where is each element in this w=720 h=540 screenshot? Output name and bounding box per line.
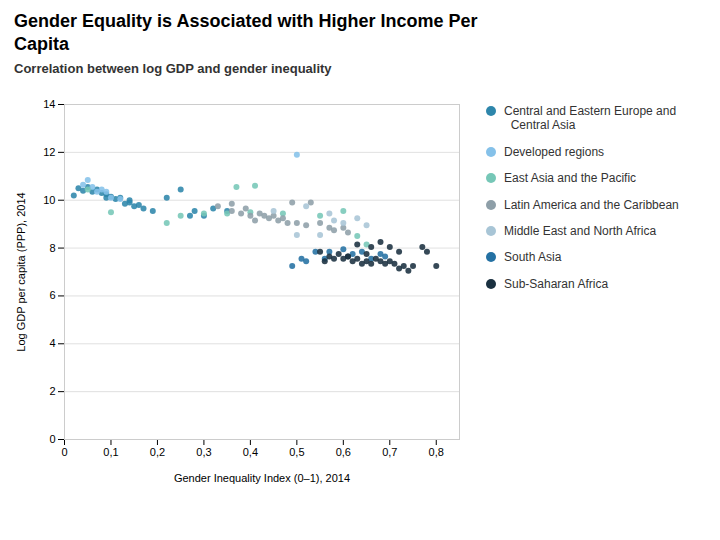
- html-text:Latin America and the Caribbea: Latin America and the Caribbean: [504, 197, 679, 212]
- svg-text:0,4: 0,4: [243, 446, 258, 458]
- html-text:Developed regions: Developed regions: [504, 144, 605, 159]
- html-text:South Asia: South Asia: [504, 250, 562, 265]
- svg-text:4: 4: [49, 337, 55, 349]
- svg-text:0,2: 0,2: [150, 446, 165, 458]
- svg-text:6: 6: [49, 289, 55, 301]
- svg-text:10: 10: [43, 194, 55, 206]
- html-text:East Asia and the Pacific: East Asia and the Pacific: [504, 171, 637, 186]
- svg-text:8: 8: [49, 242, 55, 254]
- svg-text:14: 14: [43, 98, 55, 110]
- svg-text:0,6: 0,6: [336, 446, 351, 458]
- svg-text:Gender Inequality Index (0–1),: Gender Inequality Index (0–1), 2014: [174, 472, 350, 484]
- html-text:Correlation between log GDP an: Correlation between log GDP and gender i…: [14, 61, 332, 76]
- html-text:Gender Equality is Associated: Gender Equality is Associated with Highe…: [14, 11, 478, 54]
- svg-text:12: 12: [43, 146, 55, 158]
- html-text:Sub-Saharan Africa: Sub-Saharan Africa: [504, 276, 609, 291]
- svg-text:Log GDP per capita (PPP), 2014: Log GDP per capita (PPP), 2014: [15, 192, 27, 351]
- svg-text:0,1: 0,1: [103, 446, 118, 458]
- svg-text:0,7: 0,7: [382, 446, 397, 458]
- svg-text:0,8: 0,8: [429, 446, 444, 458]
- html-text:Central and Eastern Europe and: Central and Eastern Europe and Central A…: [504, 104, 677, 133]
- svg-text:0,3: 0,3: [196, 446, 211, 458]
- html-text:Middle East and North Africa: Middle East and North Africa: [504, 224, 657, 238]
- svg-text:2: 2: [49, 385, 55, 397]
- svg-text:0,5: 0,5: [289, 446, 304, 458]
- svg-text:0: 0: [49, 433, 55, 445]
- svg-text:0: 0: [61, 446, 67, 458]
